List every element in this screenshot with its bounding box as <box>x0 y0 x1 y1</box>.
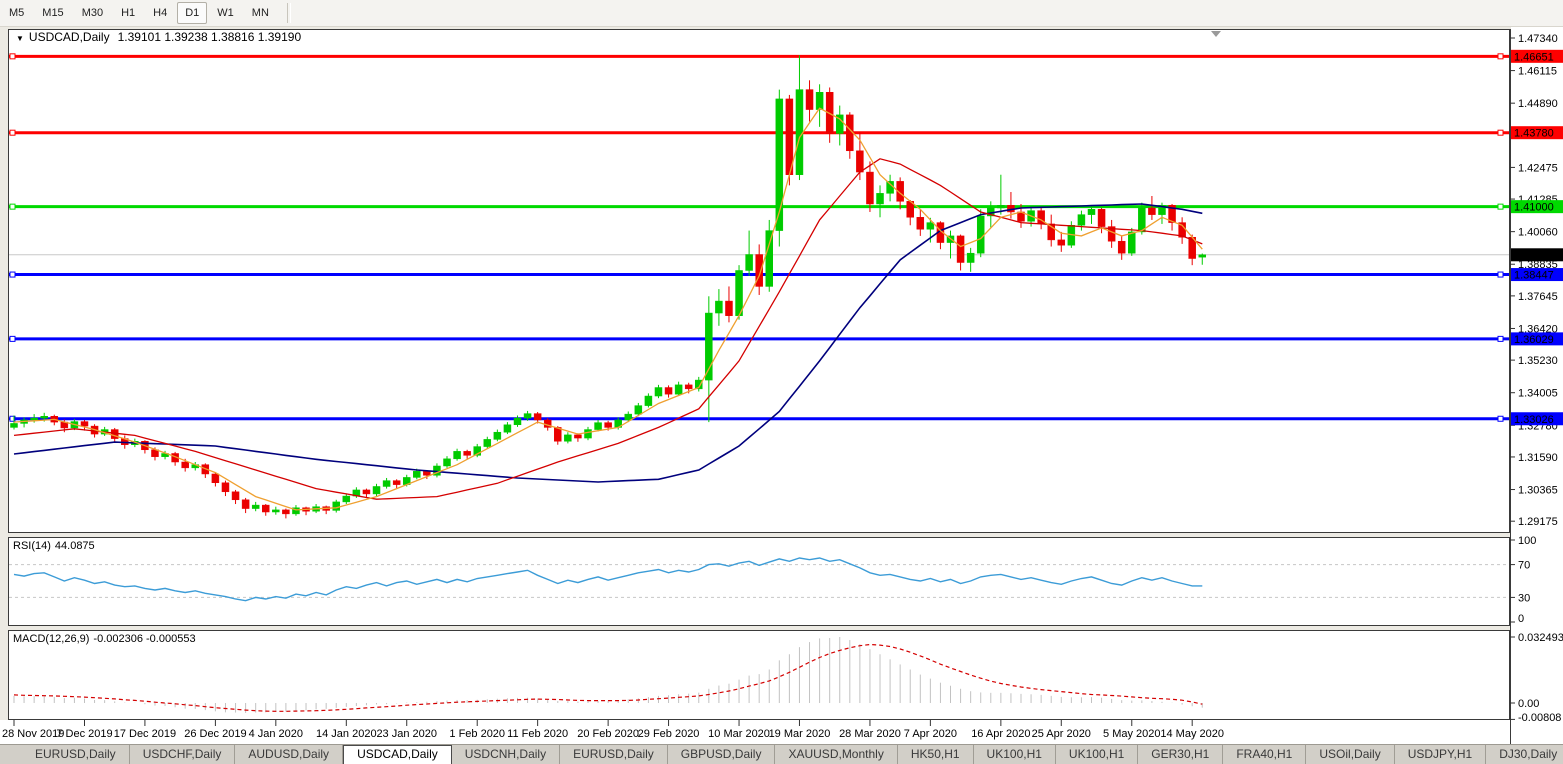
timeframe-button-m30[interactable]: M30 <box>81 7 104 19</box>
timeframe-button-w1[interactable]: W1 <box>217 7 234 19</box>
tab-eurusd-daily[interactable]: EURUSD,Daily <box>22 745 130 764</box>
hline-handle-left[interactable] <box>9 335 16 342</box>
price-label-1.38447: 1.38447 <box>1514 270 1554 282</box>
hline-handle-left[interactable] <box>9 53 16 60</box>
rsi-panel[interactable] <box>8 537 1510 626</box>
date-axis[interactable] <box>0 720 1563 744</box>
hline-handle-right[interactable] <box>1497 335 1504 342</box>
rsi-line[interactable] <box>13 557 1203 602</box>
timeframe-button-m15[interactable]: M15 <box>42 7 64 19</box>
date-tick-label: 29 Feb 2020 <box>638 728 700 740</box>
macd-axis-label: 0.00 <box>1518 698 1539 710</box>
hline-handle-left[interactable] <box>9 271 16 278</box>
hline-handle-left[interactable] <box>9 203 16 210</box>
chart-shift-marker[interactable] <box>1211 31 1221 37</box>
tab-hk50-h1[interactable]: HK50,H1 <box>898 745 974 764</box>
price-tick-label: 1.46115 <box>1518 66 1557 78</box>
date-tick-label: 1 Feb 2020 <box>449 728 505 740</box>
hline-handle-right[interactable] <box>1497 53 1504 60</box>
tab-uk100-h1[interactable]: UK100,H1 <box>1056 745 1139 764</box>
main-chart-panel[interactable] <box>8 29 1510 533</box>
price-tick-label: 1.44890 <box>1518 98 1558 110</box>
macd-signal-line[interactable] <box>13 643 1203 712</box>
date-tick-label: 16 Apr 2020 <box>971 728 1030 740</box>
hline-handle-left[interactable] <box>9 415 16 422</box>
price-tick-label: 1.42475 <box>1518 162 1558 174</box>
tab-xauusd-monthly[interactable]: XAUUSD,Monthly <box>775 745 898 764</box>
date-tick-label: 11 Feb 2020 <box>507 728 568 740</box>
timeframe-button-d1[interactable]: D1 <box>177 2 208 24</box>
tab-audusd-daily[interactable]: AUDUSD,Daily <box>235 745 344 764</box>
price-tick-label: 1.40060 <box>1518 227 1558 239</box>
tab-dj30-daily[interactable]: DJ30,Daily <box>1486 745 1563 764</box>
hline-handle-right[interactable] <box>1497 203 1504 210</box>
rsi-axis-label: 70 <box>1518 560 1530 572</box>
price-tick-label: 1.30365 <box>1518 485 1558 497</box>
ma-line-mid-red[interactable] <box>13 158 1203 500</box>
date-tick-label: 28 Nov 2019 <box>2 728 64 740</box>
tab-ger30-h1[interactable]: GER30,H1 <box>1138 745 1224 764</box>
tab-uk100-h1[interactable]: UK100,H1 <box>974 745 1056 764</box>
price-label-1.46651: 1.46651 <box>1514 51 1554 63</box>
chart-title: ▼ USDCAD,Daily 1.39101 1.39238 1.38816 1.3… <box>16 30 301 44</box>
price-tick-label: 1.37645 <box>1518 291 1558 303</box>
price-tick-label: 1.34005 <box>1518 388 1558 400</box>
timeframe-button-mn[interactable]: MN <box>251 7 269 19</box>
tab-usdcad-daily[interactable]: USDCAD,Daily <box>343 745 452 764</box>
rsi-axis-label: 100 <box>1518 535 1536 547</box>
rsi-axis-label: 0 <box>1518 613 1524 625</box>
date-tick-label: 7 Apr 2020 <box>904 728 957 740</box>
hline-handle-right[interactable] <box>1497 415 1504 422</box>
timeframe-button-h4[interactable]: H4 <box>153 7 168 19</box>
ma-line-fast-orange[interactable] <box>13 107 1203 511</box>
timeframe-toolbar: M5 M15 M30 H1 H4 D1 W1 MN <box>0 0 1563 27</box>
hline-handle-right[interactable] <box>1497 129 1504 136</box>
date-tick-label: 23 Jan 2020 <box>376 728 437 740</box>
rsi-axis-label: 30 <box>1518 592 1530 604</box>
timeframe-button-m5[interactable]: M5 <box>9 7 25 19</box>
tab-fra40-h1[interactable]: FRA40,H1 <box>1223 745 1307 764</box>
current-price-label-bg <box>1511 248 1563 262</box>
price-axis[interactable] <box>1511 27 1563 744</box>
date-tick-label: 17 Dec 2019 <box>114 728 176 740</box>
date-tick-label: 7 Dec 2019 <box>56 728 112 740</box>
date-tick-label: 14 May 2020 <box>1160 728 1224 740</box>
tab-usdcnh-daily[interactable]: USDCNH,Daily <box>452 745 561 764</box>
current-price-label: 1.39190 <box>1514 250 1554 262</box>
date-tick-label: 25 Apr 2020 <box>1032 728 1091 740</box>
timeframe-button-h1[interactable]: H1 <box>121 7 136 19</box>
price-label-1.36029: 1.36029 <box>1514 334 1554 346</box>
date-tick-label: 20 Feb 2020 <box>577 728 639 740</box>
price-tick-label: 1.47340 <box>1518 33 1558 45</box>
macd-axis-label: 0.032493 <box>1518 632 1563 644</box>
toolbar-separator <box>286 3 291 23</box>
date-tick-label: 10 Mar 2020 <box>708 728 770 740</box>
date-tick-label: 26 Dec 2019 <box>184 728 246 740</box>
tab-usdjpy-h1[interactable]: USDJPY,H1 <box>1395 745 1487 764</box>
price-label-1.33026: 1.33026 <box>1514 414 1554 426</box>
hline-handle-right[interactable] <box>1497 271 1504 278</box>
price-tick-label: 1.35230 <box>1518 355 1558 367</box>
tab-gbpusd-daily[interactable]: GBPUSD,Daily <box>668 745 776 764</box>
tab-usdchf-daily[interactable]: USDCHF,Daily <box>130 745 236 764</box>
ma-line-slow-navy[interactable] <box>13 203 1203 483</box>
chart-workspace[interactable]: 1.473401.461151.448901.424751.412851.400… <box>0 27 1563 744</box>
price-label-1.43780: 1.43780 <box>1514 128 1554 140</box>
price-tick-label: 1.29175 <box>1518 516 1558 528</box>
date-tick-label: 28 Mar 2020 <box>839 728 901 740</box>
hline-handle-left[interactable] <box>9 129 16 136</box>
rsi-indicator-label: RSI(14) 44.0875 <box>13 540 95 552</box>
tab-usoil-daily[interactable]: USOil,Daily <box>1306 745 1395 764</box>
symbol-tab-bar: EURUSD,Daily USDCHF,Daily AUDUSD,Daily USDC… <box>0 744 1563 764</box>
date-tick-label: 19 Mar 2020 <box>769 728 831 740</box>
date-tick-label: 14 Jan 2020 <box>316 728 377 740</box>
price-tick-label: 1.31590 <box>1518 452 1558 464</box>
symbol-dropdown-icon: ▼ <box>16 34 24 43</box>
tab-eurusd-daily[interactable]: EURUSD,Daily <box>560 745 668 764</box>
macd-axis-label: -0.00808 <box>1518 712 1561 724</box>
date-tick-label: 5 May 2020 <box>1103 728 1160 740</box>
price-label-1.41000: 1.41000 <box>1514 202 1554 214</box>
date-tick-label: 4 Jan 2020 <box>249 728 303 740</box>
macd-indicator-label: MACD(12,26,9) -0.002306 -0.000553 <box>13 633 196 645</box>
